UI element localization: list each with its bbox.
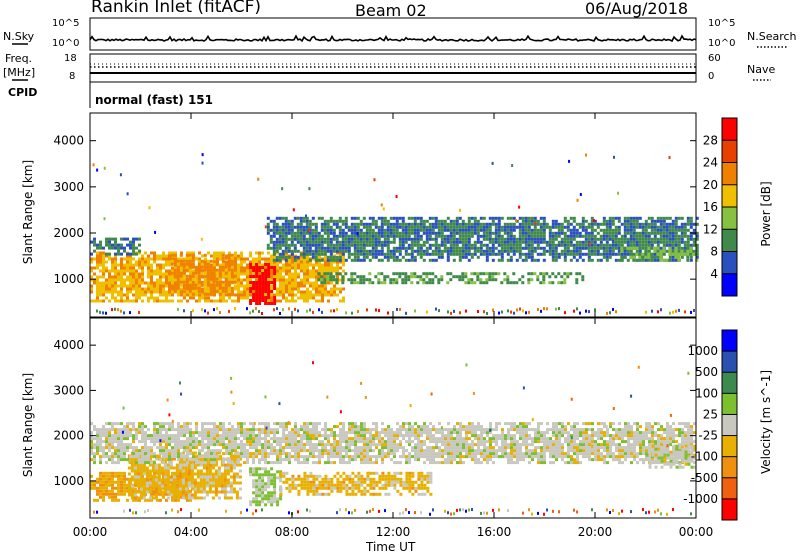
freq-tick-bottom: 8 [69, 71, 76, 82]
colorbar-tick-label: -100 [691, 450, 718, 464]
colorbar-tick-label: -1000 [683, 492, 718, 506]
power-colorbar-cell [722, 207, 737, 230]
power-region-4 [266, 216, 699, 262]
x-tick-label: 04:00 [174, 525, 209, 539]
power-heatmap [90, 153, 699, 315]
y-tick-label: 2000 [53, 226, 84, 240]
colorbar-tick-label: 1000 [687, 344, 718, 358]
power-colorbar-cell [722, 162, 737, 185]
nsky-trace [89, 34, 697, 43]
station-title: Rankin Inlet (fitACF) [91, 0, 262, 17]
x-tick-label: 12:00 [376, 525, 411, 539]
colorbar-tick-label: 4 [710, 267, 718, 281]
nsky-strip-frame [89, 17, 697, 51]
colorbar-tick-label: 28 [703, 133, 718, 147]
x-tick-label: 08:00 [275, 525, 310, 539]
power-region-6 [620, 246, 699, 262]
date-title: 06/Aug/2018 [585, 0, 689, 18]
freq-unit-label: [MHz] [3, 66, 36, 79]
velocity-colorbar-cell [722, 456, 737, 478]
velocity-region-3 [279, 471, 433, 496]
power-colorbar-cell [722, 251, 737, 274]
power-colorbar-cell [722, 140, 737, 163]
nsky-tick-top: 10^5 [52, 18, 80, 29]
power-region-2 [249, 263, 277, 305]
velocity-colorbar-cell [722, 351, 737, 373]
colorbar-tick-label: 8 [710, 245, 718, 259]
cpid-value: normal (fast) 151 [95, 93, 213, 107]
power-colorbar-cell [722, 118, 737, 141]
velocity-colorbar-cell [722, 372, 737, 394]
colorbar-tick-label: 24 [703, 156, 718, 170]
y-tick-label: 4000 [53, 338, 84, 352]
y-tick-label: 4000 [53, 134, 84, 148]
nsearch-tick-bottom: 10^0 [708, 38, 736, 49]
y-tick-label: 3000 [53, 180, 84, 194]
velocity-region-4 [90, 422, 696, 465]
power-colorbar-cell [722, 229, 737, 252]
colorbar-tick-label: 25 [703, 407, 718, 421]
velocity-near-range-strip [93, 508, 692, 516]
x-tick-label: 16:00 [477, 525, 512, 539]
power-speckles [92, 153, 671, 246]
nsearch-tick-top: 10^5 [708, 18, 736, 29]
power-region-1 [170, 253, 237, 296]
freq-label: Freq. [5, 52, 33, 65]
nsky-tick-bottom: 10^0 [52, 38, 80, 49]
freq-tick-top: 18 [64, 53, 77, 64]
x-axis-title: Time UT [366, 540, 416, 554]
nave-tick-bottom: 0 [708, 71, 715, 82]
nave-label: Nave [747, 63, 776, 76]
power-near-range-strip [96, 307, 695, 315]
colorbar-tick-label: 20 [703, 178, 718, 192]
nave-tick-top: 60 [708, 53, 721, 64]
velocity-colorbar-cell [722, 435, 737, 457]
x-tick-label: 20:00 [578, 525, 613, 539]
colorbar-tick-label: 100 [695, 386, 718, 400]
velocity-region-2 [249, 467, 283, 507]
cpid-label: CPID [8, 86, 38, 99]
colorbar-tick-label: -500 [691, 471, 718, 485]
power-region-5 [317, 272, 585, 285]
power-colorbar-cell [722, 273, 737, 296]
velocity-colorbar-cell [722, 330, 737, 352]
nsky-label: N.Sky [3, 30, 35, 43]
y-tick-label: 2000 [53, 429, 84, 443]
velocity-speckles [121, 361, 690, 448]
colorbar-tick-label: 500 [695, 365, 718, 379]
power-region-3 [90, 237, 141, 256]
velocity-colorbar-cell [722, 498, 737, 520]
beam-title: Beam 02 [355, 1, 427, 20]
power-colorbar-cell [722, 184, 737, 207]
x-tick-label: 00:00 [679, 525, 714, 539]
y-tick-label: 3000 [53, 383, 84, 397]
velocity-heatmap [90, 361, 697, 516]
freq-strip-frame [89, 53, 697, 83]
colorbar-tick-label: 12 [703, 222, 718, 236]
y-tick-label: 1000 [53, 474, 84, 488]
x-tick-label: 00:00 [73, 525, 108, 539]
y-tick-label: 1000 [53, 272, 84, 286]
colorbar-tick-label: 16 [703, 200, 718, 214]
velocity-colorbar-cell [722, 393, 737, 415]
velocity-colorbar-frame [721, 329, 738, 521]
velocity-colorbar-cell [722, 477, 737, 499]
colorbar-tick-label: -25 [698, 429, 718, 443]
velocity-region-5 [645, 444, 697, 469]
velocity-colorbar-cell [722, 414, 737, 436]
nsearch-label: N.Search [747, 30, 797, 43]
